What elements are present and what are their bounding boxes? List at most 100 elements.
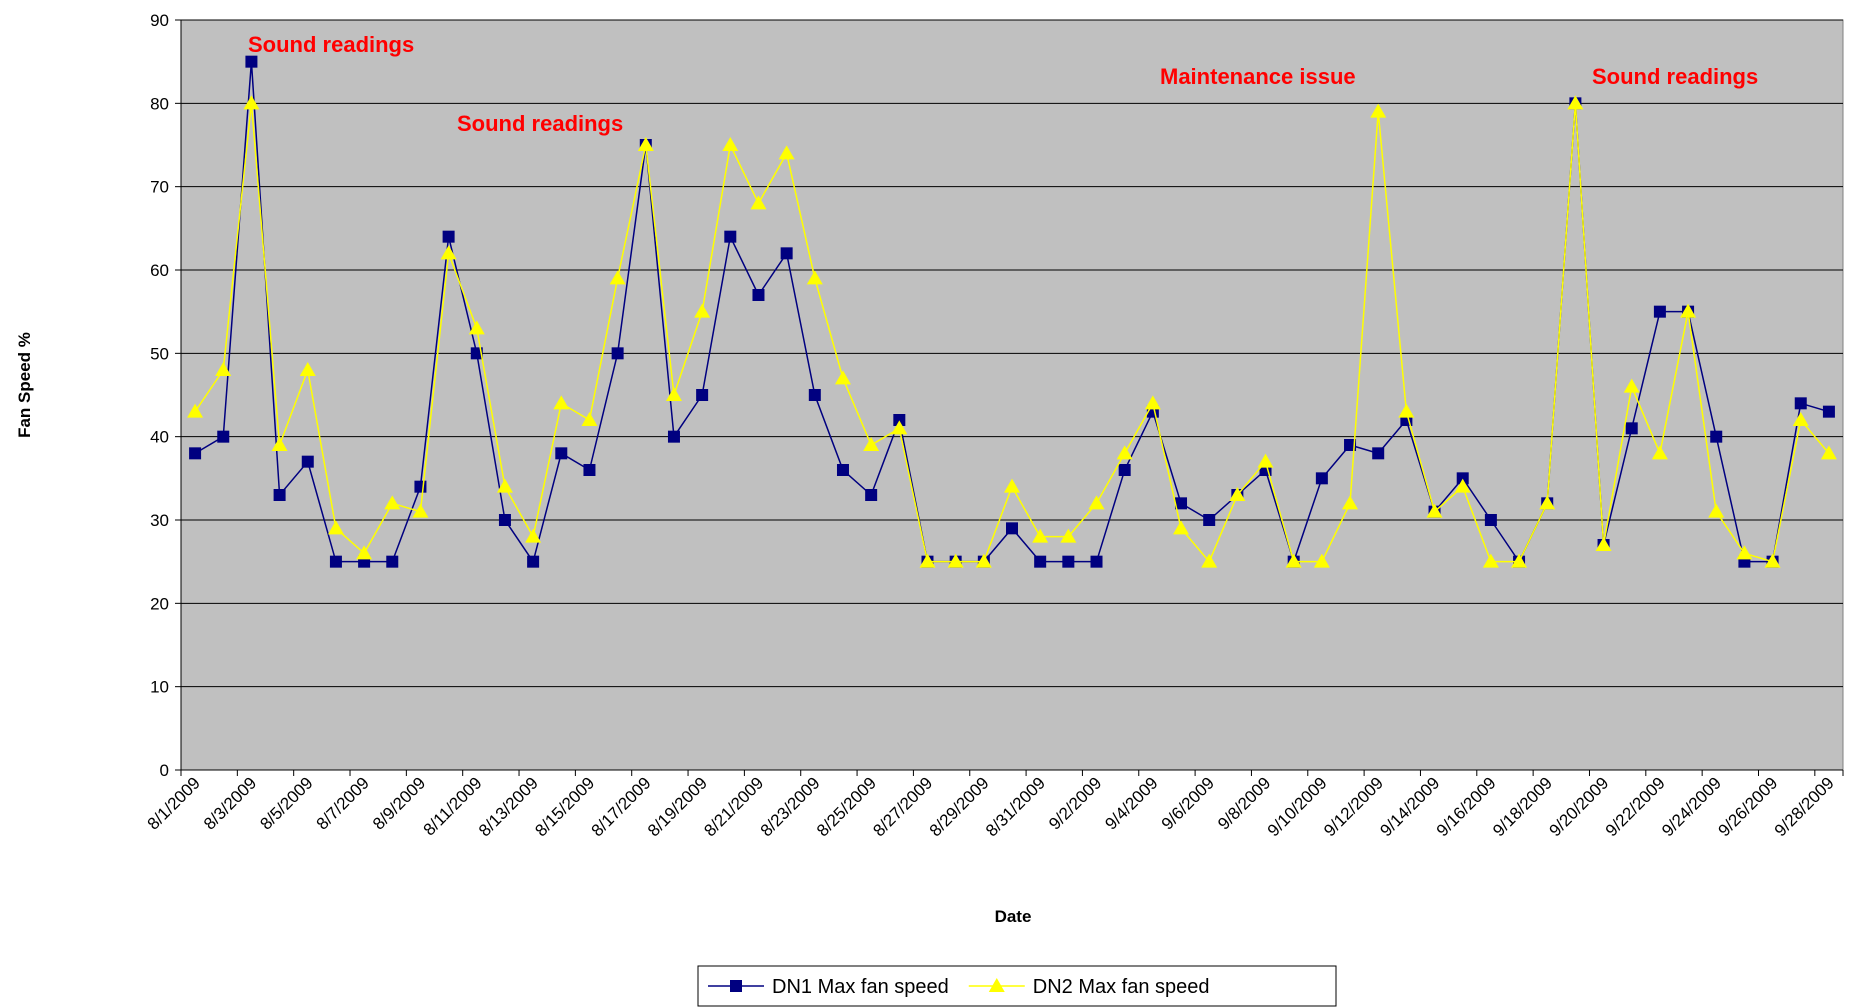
y-tick-label: 40	[150, 428, 169, 447]
data-point	[1344, 439, 1357, 451]
data-point	[1315, 472, 1328, 485]
x-tick-label: 9/2/2009	[1045, 773, 1105, 833]
y-tick-label: 90	[150, 11, 169, 30]
data-point	[722, 137, 739, 151]
data-point	[1201, 553, 1218, 568]
x-tick-label: 9/18/2009	[1489, 773, 1556, 840]
data-point	[1032, 528, 1049, 543]
plot-area	[180, 19, 1844, 771]
data-point	[836, 464, 849, 476]
data-point	[1484, 514, 1497, 526]
data-point	[384, 495, 401, 510]
x-tick-label: 8/7/2009	[313, 773, 373, 833]
data-point	[217, 430, 230, 443]
y-tick-label: 10	[150, 678, 169, 697]
x-tick-label: 8/1/2009	[144, 773, 204, 833]
data-point	[301, 455, 314, 468]
data-point	[1118, 464, 1131, 476]
data-point	[891, 420, 908, 435]
x-tick-label: 8/3/2009	[200, 773, 260, 833]
data-point	[1426, 503, 1443, 518]
data-point	[442, 230, 455, 243]
data-point	[724, 230, 737, 243]
data-point	[1285, 553, 1302, 568]
x-tick-label: 9/14/2009	[1376, 773, 1443, 840]
data-point	[273, 489, 286, 501]
data-point	[1203, 514, 1216, 526]
x-tick-label: 8/17/2009	[588, 773, 655, 840]
legend: DN1 Max fan speed DN2 Max fan speed	[697, 965, 1337, 1007]
y-tick-label: 50	[150, 344, 169, 363]
data-point	[808, 389, 821, 401]
data-point	[527, 555, 540, 568]
x-tick-label: 8/29/2009	[926, 773, 993, 840]
annotation: Sound readings	[1592, 64, 1758, 89]
y-tick-label: 0	[160, 761, 169, 780]
data-point	[329, 555, 342, 568]
data-point	[611, 347, 624, 360]
data-point	[1144, 395, 1161, 410]
y-tick-label: 80	[150, 94, 169, 113]
x-tick-label: 8/11/2009	[420, 773, 486, 839]
data-point	[1482, 553, 1499, 568]
x-tick-label: 9/28/2009	[1771, 773, 1838, 840]
data-point	[1342, 495, 1359, 510]
data-point	[1764, 553, 1781, 568]
data-point	[1060, 528, 1077, 543]
data-point	[696, 389, 709, 401]
data-point	[1511, 553, 1528, 568]
data-point	[1708, 503, 1725, 518]
data-point	[1173, 520, 1190, 535]
data-point	[581, 412, 598, 426]
data-point	[752, 289, 765, 301]
data-point	[1595, 537, 1612, 551]
x-tick-label: 9/20/2009	[1545, 773, 1612, 840]
x-tick-label: 8/23/2009	[757, 773, 824, 840]
data-point	[750, 195, 767, 210]
data-point	[1116, 445, 1133, 460]
x-tick-label: 8/15/2009	[531, 773, 598, 840]
y-tick-label: 20	[150, 594, 169, 613]
legend-label: DN1 Max fan speed	[772, 976, 949, 998]
x-tick-label: 9/16/2009	[1433, 773, 1500, 840]
data-point	[555, 447, 568, 460]
data-point	[1006, 522, 1018, 535]
data-point	[1313, 553, 1330, 568]
data-point	[356, 545, 373, 560]
data-point	[583, 464, 596, 476]
data-point	[893, 414, 906, 426]
data-point	[525, 528, 542, 543]
data-point	[245, 55, 258, 68]
data-point	[1710, 430, 1723, 443]
data-point	[271, 437, 288, 451]
x-tick-label: 8/31/2009	[982, 773, 1049, 840]
data-point	[975, 553, 992, 568]
data-point	[1623, 378, 1640, 393]
x-tick-label: 9/12/2009	[1320, 773, 1387, 840]
data-point	[1794, 397, 1807, 410]
data-point	[863, 437, 880, 451]
x-tick-label: 8/25/2009	[813, 773, 880, 840]
x-tick-label: 8/5/2009	[256, 773, 316, 833]
data-point	[919, 553, 936, 568]
data-point	[243, 95, 260, 110]
data-point	[834, 370, 851, 385]
y-tick-label: 60	[150, 261, 169, 280]
data-point	[498, 514, 511, 526]
data-point	[1372, 447, 1385, 460]
data-point	[440, 245, 457, 260]
annotation: Sound readings	[457, 111, 623, 136]
data-point	[1088, 495, 1105, 510]
x-tick-label: 9/10/2009	[1264, 773, 1331, 840]
data-point	[470, 347, 483, 360]
data-point	[327, 520, 344, 535]
annotation: Maintenance issue	[1160, 64, 1356, 89]
data-point	[1822, 405, 1835, 418]
data-point	[1229, 487, 1246, 501]
y-tick-label: 70	[150, 178, 169, 197]
data-point	[1653, 305, 1666, 318]
data-point	[412, 503, 429, 518]
data-point	[665, 387, 682, 401]
data-point	[1175, 497, 1188, 510]
y-axis-title: Fan Speed %	[15, 332, 34, 438]
